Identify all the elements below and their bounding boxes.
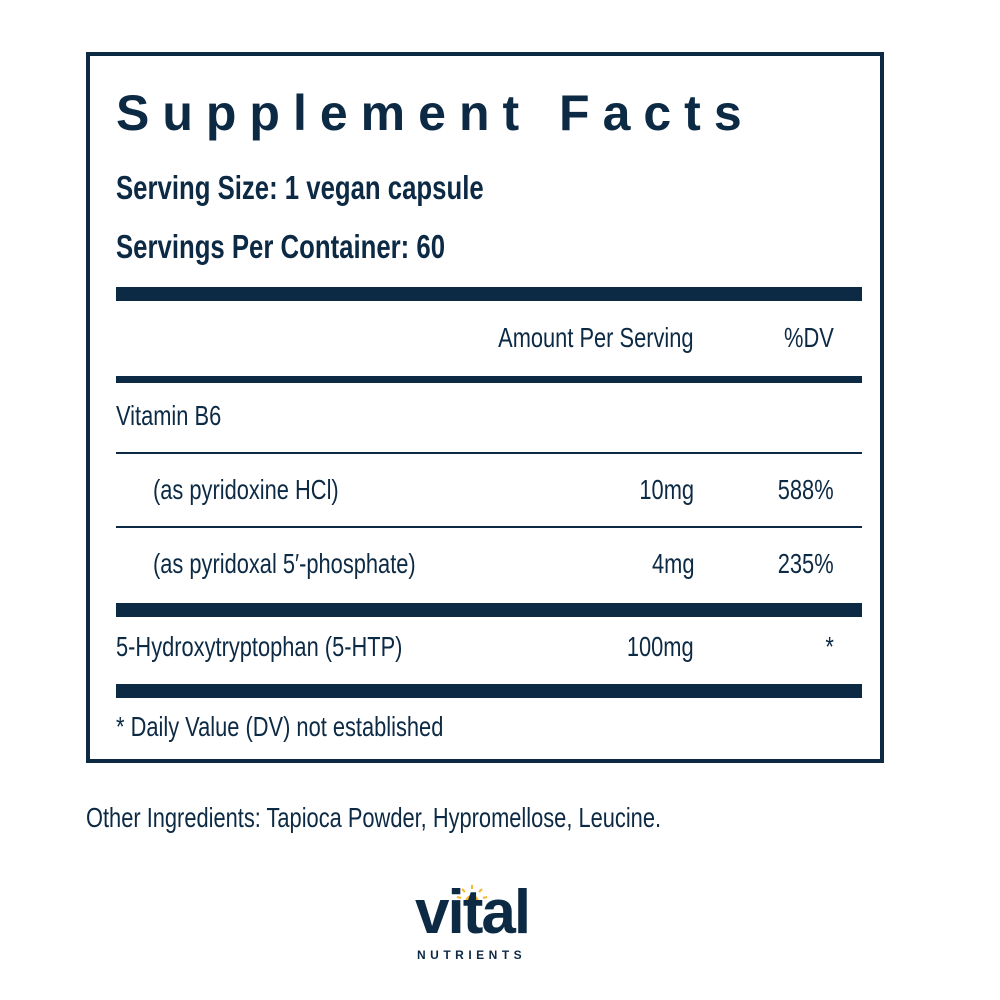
thick-divider <box>116 287 862 301</box>
nutrient-amount: 4mg <box>651 548 694 579</box>
nutrient-name: Vitamin B6 <box>116 400 222 431</box>
thick-divider <box>116 603 862 617</box>
serving-size: Serving Size: 1 vegan capsule <box>116 169 484 206</box>
amount-per-serving-header: Amount Per Serving <box>498 322 694 353</box>
nutrient-subname: (as pyridoxal 5′-phosphate) <box>153 548 416 579</box>
medium-divider <box>116 376 862 383</box>
thick-divider <box>116 684 862 698</box>
thin-divider <box>116 452 862 454</box>
other-ingredients: Other Ingredients: Tapioca Powder, Hypro… <box>86 802 662 833</box>
footnote: * Daily Value (DV) not established <box>116 711 444 742</box>
nutrient-amount: 100mg <box>627 631 694 662</box>
brand-name: vital <box>415 878 531 947</box>
nutrient-dv: 235% <box>778 548 834 579</box>
dv-header: %DV <box>784 322 834 353</box>
nutrient-dv: * <box>825 631 834 662</box>
brand-logo: vital NUTRIENTS <box>415 882 585 972</box>
thin-divider <box>116 526 862 528</box>
panel-title: Supplement Facts <box>116 85 755 141</box>
brand-subname: NUTRIENTS <box>417 948 527 962</box>
supplement-facts-panel: Supplement Facts Serving Size: 1 vegan c… <box>86 52 884 763</box>
nutrient-dv: 588% <box>778 474 834 505</box>
nutrient-subname: (as pyridoxine HCl) <box>153 474 339 505</box>
nutrient-name: 5-Hydroxytryptophan (5-HTP) <box>116 631 403 662</box>
servings-per-container: Servings Per Container: 60 <box>116 228 446 265</box>
sun-icon <box>456 885 488 902</box>
nutrient-amount: 10mg <box>639 474 694 505</box>
